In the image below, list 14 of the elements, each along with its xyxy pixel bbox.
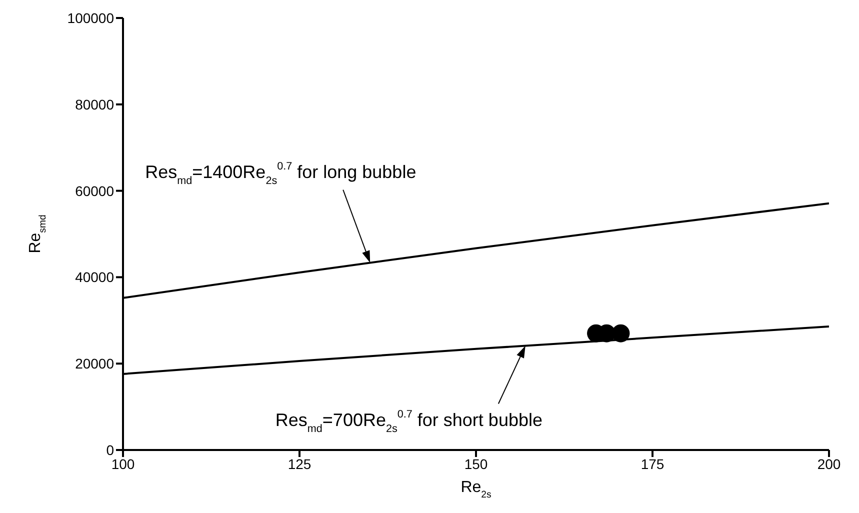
- annotation: Res$_{md}$=700Re$_{2s}$$^{0.7}$ for short bubble: [275, 408, 542, 436]
- x-tick-label: 150: [464, 456, 488, 472]
- y-tick-label: 0: [106, 442, 114, 458]
- x-tick-label: 125: [288, 456, 312, 472]
- x-tick-label: 175: [640, 456, 664, 472]
- y-tick-label: 60000: [75, 182, 114, 199]
- y-tick-label: 40000: [75, 269, 114, 286]
- annotation: Res$_{md}$=1400Re$_{2s}$$^{0.7}$ for long bubble: [145, 160, 416, 188]
- y-tick-label: 80000: [75, 96, 114, 112]
- x-tick-label: 200: [817, 456, 841, 472]
- y-tick-label: 20000: [75, 356, 114, 372]
- x-axis-title: Re$_{2s}$: [460, 479, 492, 501]
- x-tick-label: 100: [111, 456, 135, 472]
- y-tick-label: 100000: [67, 10, 114, 26]
